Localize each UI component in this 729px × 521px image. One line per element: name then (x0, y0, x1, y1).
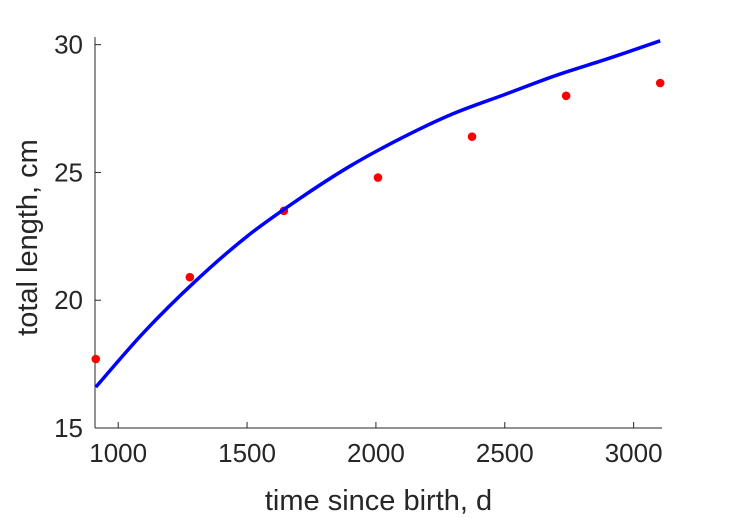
data-point (185, 272, 195, 282)
x-axis-title: time since birth, d (265, 485, 492, 517)
axes (94, 37, 662, 429)
labels-layer: time since birth, d total length, cm 100… (12, 30, 663, 517)
y-tick-label: 20 (54, 285, 83, 315)
y-tick-label: 25 (54, 157, 83, 187)
y-axis-title: total length, cm (12, 139, 44, 336)
x-tick-label: 2500 (476, 438, 534, 468)
x-tick-label: 2000 (347, 438, 405, 468)
x-tick-label: 1500 (218, 438, 276, 468)
y-tick-label: 15 (54, 413, 83, 443)
data-point (467, 132, 477, 141)
model-fit-line (94, 39, 661, 389)
series-layer (91, 39, 665, 389)
y-tick-label: 30 (54, 30, 83, 60)
data-point (373, 173, 383, 182)
x-tick-label: 3000 (605, 438, 663, 468)
x-tick-label: 1000 (89, 438, 147, 468)
data-point (655, 78, 665, 88)
data-point (561, 91, 571, 101)
data-point (91, 354, 101, 364)
